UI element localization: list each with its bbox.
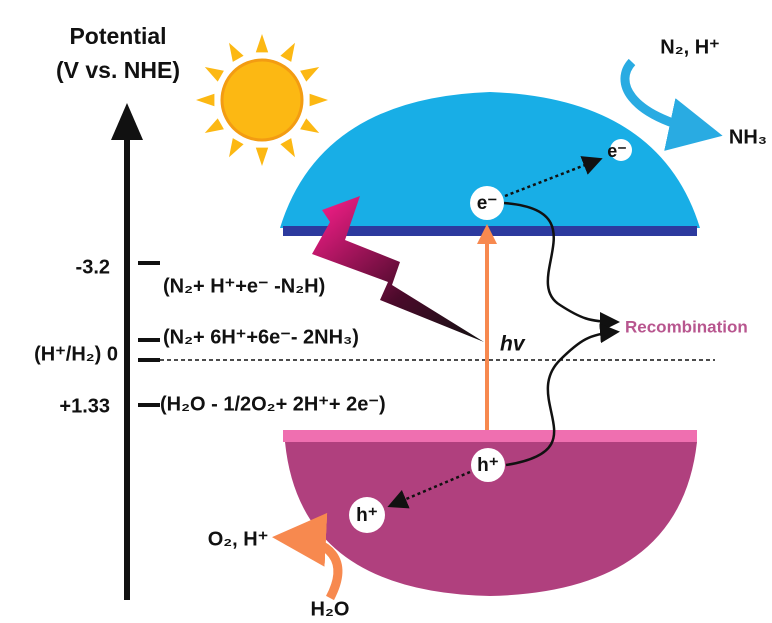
oxidation-arrow <box>290 538 338 598</box>
axis-arrowhead <box>111 103 143 140</box>
sun-ray <box>310 94 328 106</box>
sun-ray <box>205 118 224 133</box>
electron-label: e⁻ <box>477 193 498 214</box>
sun-ray <box>205 67 224 82</box>
axis-title: Potential <box>69 23 166 49</box>
sun-ray <box>196 94 214 106</box>
recombination-label: Recombination <box>625 317 748 336</box>
hole-label: h⁺ <box>477 455 499 476</box>
photon-label: hv <box>500 333 526 356</box>
sun-ray <box>229 138 244 157</box>
sun-ray <box>280 43 295 62</box>
sun-ray <box>256 148 268 166</box>
sun-ray <box>229 43 244 62</box>
reaction: (N₂+ 6H⁺+6e⁻- 2NH₃) <box>163 326 359 348</box>
sun-ray <box>300 118 319 133</box>
hole-label: h⁺ <box>356 505 378 526</box>
axis-title: (V vs. NHE) <box>56 57 180 83</box>
sun <box>196 34 328 166</box>
sun-ray <box>300 67 319 82</box>
level-label: (H⁺/H₂) 0 <box>34 343 118 365</box>
product-label: NH₃ <box>729 126 767 148</box>
sun-ray <box>256 34 268 52</box>
reduction-arrow <box>625 62 705 132</box>
diagram: Potential (V vs. NHE) -3.2 (H⁺/H₂) 0 +1.… <box>0 0 772 623</box>
reaction: (N₂+ H⁺+e⁻ -N₂H) <box>163 275 325 297</box>
reactant-label: H₂O <box>311 598 350 620</box>
reactant-label: N₂, H⁺ <box>660 36 719 58</box>
level-label: -3.2 <box>76 256 110 278</box>
level-label: +1.33 <box>59 395 110 417</box>
sun-ray <box>280 138 295 157</box>
valence-band-edge <box>283 430 697 442</box>
reaction: (H₂O - 1/2O₂+ 2H⁺+ 2e⁻) <box>160 393 386 415</box>
product-label: O₂, H⁺ <box>208 528 269 550</box>
electron-label: e⁻ <box>607 141 627 161</box>
